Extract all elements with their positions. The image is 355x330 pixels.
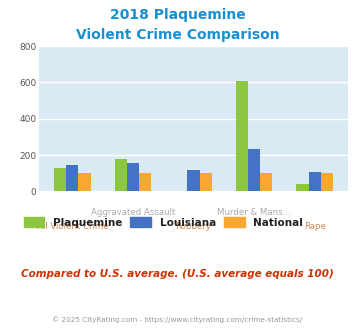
Text: © 2025 CityRating.com - https://www.cityrating.com/crime-statistics/: © 2025 CityRating.com - https://www.city… (53, 317, 302, 323)
Bar (321, 173, 333, 191)
Legend: Plaquemine, Louisiana, National: Plaquemine, Louisiana, National (20, 213, 307, 232)
Bar (78, 173, 91, 191)
Bar (187, 170, 200, 191)
Text: Murder & Mans...: Murder & Mans... (217, 208, 291, 217)
Text: Rape: Rape (304, 222, 326, 231)
Bar (248, 149, 260, 191)
Bar (139, 173, 151, 191)
Bar (260, 173, 272, 191)
Bar (115, 159, 127, 191)
Bar (66, 165, 78, 191)
Text: Violent Crime Comparison: Violent Crime Comparison (76, 28, 279, 42)
Bar (308, 172, 321, 191)
Bar (200, 173, 212, 191)
Text: Robbery: Robbery (175, 222, 212, 231)
Text: Aggravated Assault: Aggravated Assault (91, 208, 175, 217)
Text: Compared to U.S. average. (U.S. average equals 100): Compared to U.S. average. (U.S. average … (21, 269, 334, 279)
Bar (54, 168, 66, 191)
Text: 2018 Plaquemine: 2018 Plaquemine (110, 8, 245, 22)
Bar (296, 184, 308, 191)
Text: All Violent Crime: All Violent Crime (37, 222, 108, 231)
Bar (127, 163, 139, 191)
Bar (236, 81, 248, 191)
